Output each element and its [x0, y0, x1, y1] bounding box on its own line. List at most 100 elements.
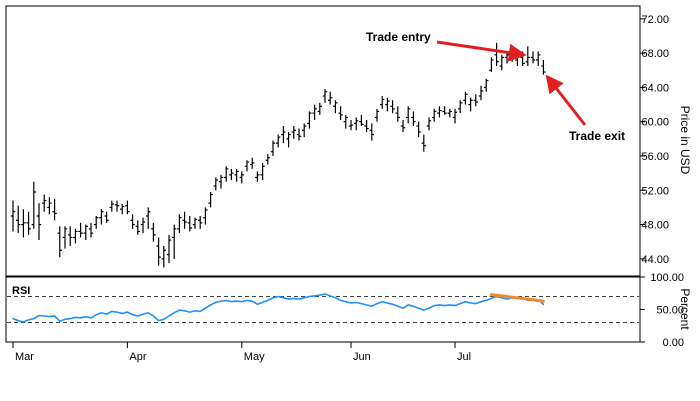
price-y-axis-title: Price in USD — [678, 106, 692, 175]
ohlc-bar — [177, 214, 182, 234]
ohlc-bar — [416, 121, 421, 138]
ohlc-bar — [354, 117, 359, 131]
ohlc-bar — [478, 85, 484, 101]
ohlc-bar — [172, 224, 177, 259]
ohlc-bar — [224, 166, 229, 182]
ohlc-bar — [26, 211, 31, 235]
ohlc-bar — [463, 91, 468, 105]
ohlc-bar — [52, 198, 57, 221]
ohlc-bar — [380, 96, 385, 109]
ohlc-bar — [411, 111, 416, 126]
price-y-tick-label: 72.00 — [641, 14, 669, 26]
ohlc-bar — [62, 226, 68, 249]
ohlc-bar — [437, 106, 442, 118]
ohlc-bar — [239, 171, 244, 184]
ohlc-bar — [348, 120, 354, 131]
ohlc-bar — [208, 192, 213, 208]
rsi-reference-lines — [7, 296, 639, 323]
ohlc-bar — [265, 154, 270, 165]
ohlc-bar — [400, 120, 406, 132]
ohlc-bar — [364, 120, 369, 132]
ohlc-bar — [317, 102, 322, 115]
ohlc-bar — [333, 100, 338, 114]
price-y-tick-label: 60.00 — [641, 117, 669, 129]
ohlc-bar — [94, 216, 99, 229]
ohlc-bar — [83, 224, 88, 240]
x-tick-label: Mar — [15, 351, 34, 363]
ohlc-bar — [146, 207, 151, 229]
ohlc-bar — [125, 200, 130, 215]
price-y-tick-label: 64.00 — [641, 82, 669, 94]
ohlc-bar — [16, 205, 21, 234]
ohlc-bar — [307, 111, 312, 129]
rsi-y-axis-ticks: 100.00 50.00 0.00 — [640, 272, 684, 349]
x-tick-label: Jul — [457, 351, 471, 363]
ohlc-bar — [114, 200, 120, 212]
ohlc-bar — [406, 106, 411, 124]
ohlc-bar — [499, 54, 504, 71]
ohlc-bar — [73, 228, 78, 244]
ohlc-bar — [530, 51, 536, 64]
ohlc-bar — [104, 211, 109, 223]
ohlc-bar — [296, 128, 302, 141]
ohlc-bar — [458, 100, 463, 114]
rsi-y-tick-label: 50.00 — [656, 305, 684, 317]
ohlc-bar — [338, 106, 343, 120]
ohlc-bar — [536, 51, 541, 66]
rsi-series — [12, 293, 545, 323]
ohlc-bar — [510, 48, 515, 62]
ohlc-bar — [525, 46, 530, 66]
ohlc-bar — [385, 97, 390, 112]
rsi-y-axis-title: Percent — [678, 288, 692, 330]
ohlc-bar — [187, 216, 192, 232]
ohlc-bar — [302, 123, 307, 138]
price-y-axis-ticks: 72.00 68.00 64.00 60.00 56.00 52.00 48.00 44.00 — [640, 14, 669, 266]
x-tick-label: Jun — [353, 351, 371, 363]
ohlc-bar — [161, 246, 166, 268]
rsi-panel-frame — [5, 276, 641, 343]
ohlc-bar — [473, 94, 478, 107]
ohlc-bar — [260, 162, 265, 180]
price-panel-frame — [5, 5, 641, 277]
ohlc-bar — [156, 237, 161, 266]
ohlc-bar — [270, 140, 276, 156]
ohlc-bar — [203, 207, 208, 225]
price-y-tick-label: 68.00 — [641, 48, 669, 60]
x-axis-ticks: Mar Apr May Jun Jul — [12, 342, 471, 363]
ohlc-bar — [36, 203, 42, 240]
annotation-trade-exit: Trade exit — [569, 129, 625, 143]
ohlc-bar — [57, 226, 62, 258]
ohlc-bar — [359, 114, 364, 126]
ohlc-bar — [213, 177, 218, 191]
ohlc-bar — [31, 181, 36, 229]
rsi-line — [12, 293, 545, 323]
ohlc-bar — [390, 100, 395, 114]
rsi-panel-title: RSI — [12, 285, 30, 297]
ohlc-bar — [432, 108, 437, 122]
ohlc-bar — [322, 89, 328, 103]
ohlc-bar — [489, 57, 494, 72]
ohlc-bar — [291, 126, 296, 139]
ohlc-bar — [42, 194, 47, 212]
price-y-tick-label: 44.00 — [641, 254, 669, 266]
ohlc-bar — [198, 216, 203, 229]
ohlc-bar — [166, 234, 172, 264]
ohlc-bar — [234, 168, 239, 182]
ohlc-bar — [21, 209, 26, 238]
ohlc-bar — [68, 226, 73, 246]
ohlc-bar — [88, 222, 94, 238]
annotation-trade-entry: Trade entry — [366, 30, 431, 44]
ohlc-bar — [374, 108, 380, 122]
rsi-y-tick-label: 100.00 — [650, 272, 684, 284]
ohlc-bar — [192, 217, 198, 229]
trade-exit-arrow — [545, 74, 587, 126]
price-y-tick-label: 48.00 — [641, 220, 669, 232]
ohlc-bar — [541, 60, 546, 75]
ohlc-bar — [484, 78, 489, 92]
ohlc-bar — [47, 197, 52, 215]
ohlc-bar — [78, 222, 83, 238]
ohlc-bar — [395, 106, 400, 122]
ohlc-bar — [343, 114, 348, 129]
price-ohlc-bars — [10, 42, 546, 268]
